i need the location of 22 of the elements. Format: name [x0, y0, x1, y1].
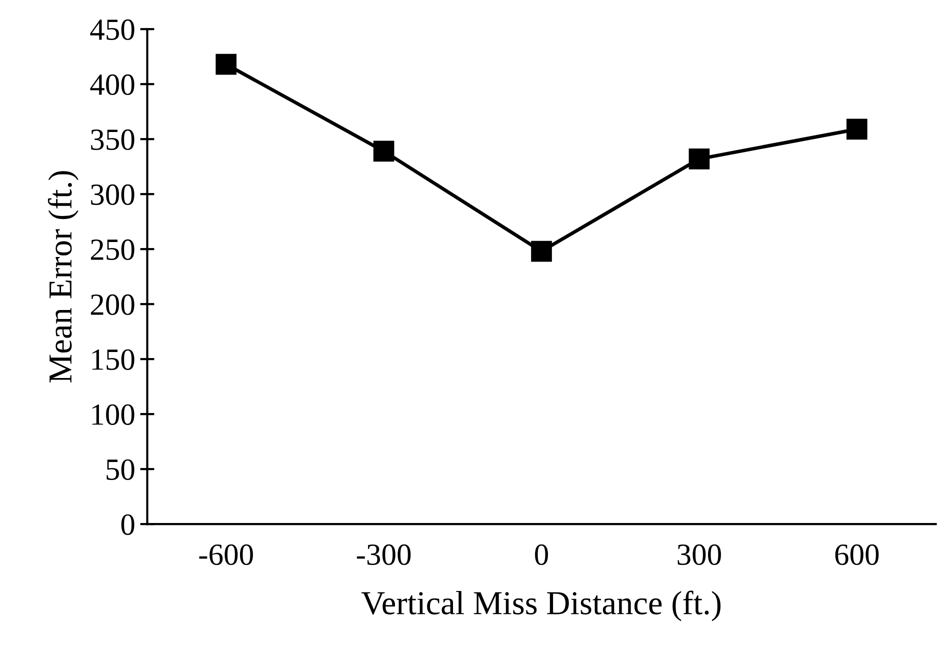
y-tick-label: 200	[90, 294, 134, 315]
point	[216, 54, 237, 75]
y-tick-label: 50	[106, 459, 134, 480]
x-tick-label: 300	[678, 544, 721, 566]
y-tick-label: 450	[90, 19, 134, 40]
point	[688, 148, 710, 170]
x-tick-label: -300	[356, 544, 411, 566]
y-tick-label: 300	[91, 184, 134, 205]
point	[531, 240, 552, 262]
point	[373, 140, 394, 162]
y-tick-label: 0	[121, 514, 134, 535]
y-tick-label: 150	[92, 349, 134, 370]
x-tick-label: 0	[535, 544, 548, 566]
x-axis-title: Vertical Miss Distance (ft.)	[361, 590, 721, 622]
y-tick-label: 400	[90, 74, 134, 96]
y-tick-label: 100	[92, 404, 134, 425]
y-axis-title: Mean Error (ft.)	[48, 171, 78, 383]
y-tick-label: 250	[90, 239, 134, 260]
x-tick-label: 600	[835, 544, 879, 566]
y-tick-label: 350	[91, 129, 134, 150]
x-tick-label: -600	[199, 544, 253, 566]
point	[846, 118, 868, 140]
